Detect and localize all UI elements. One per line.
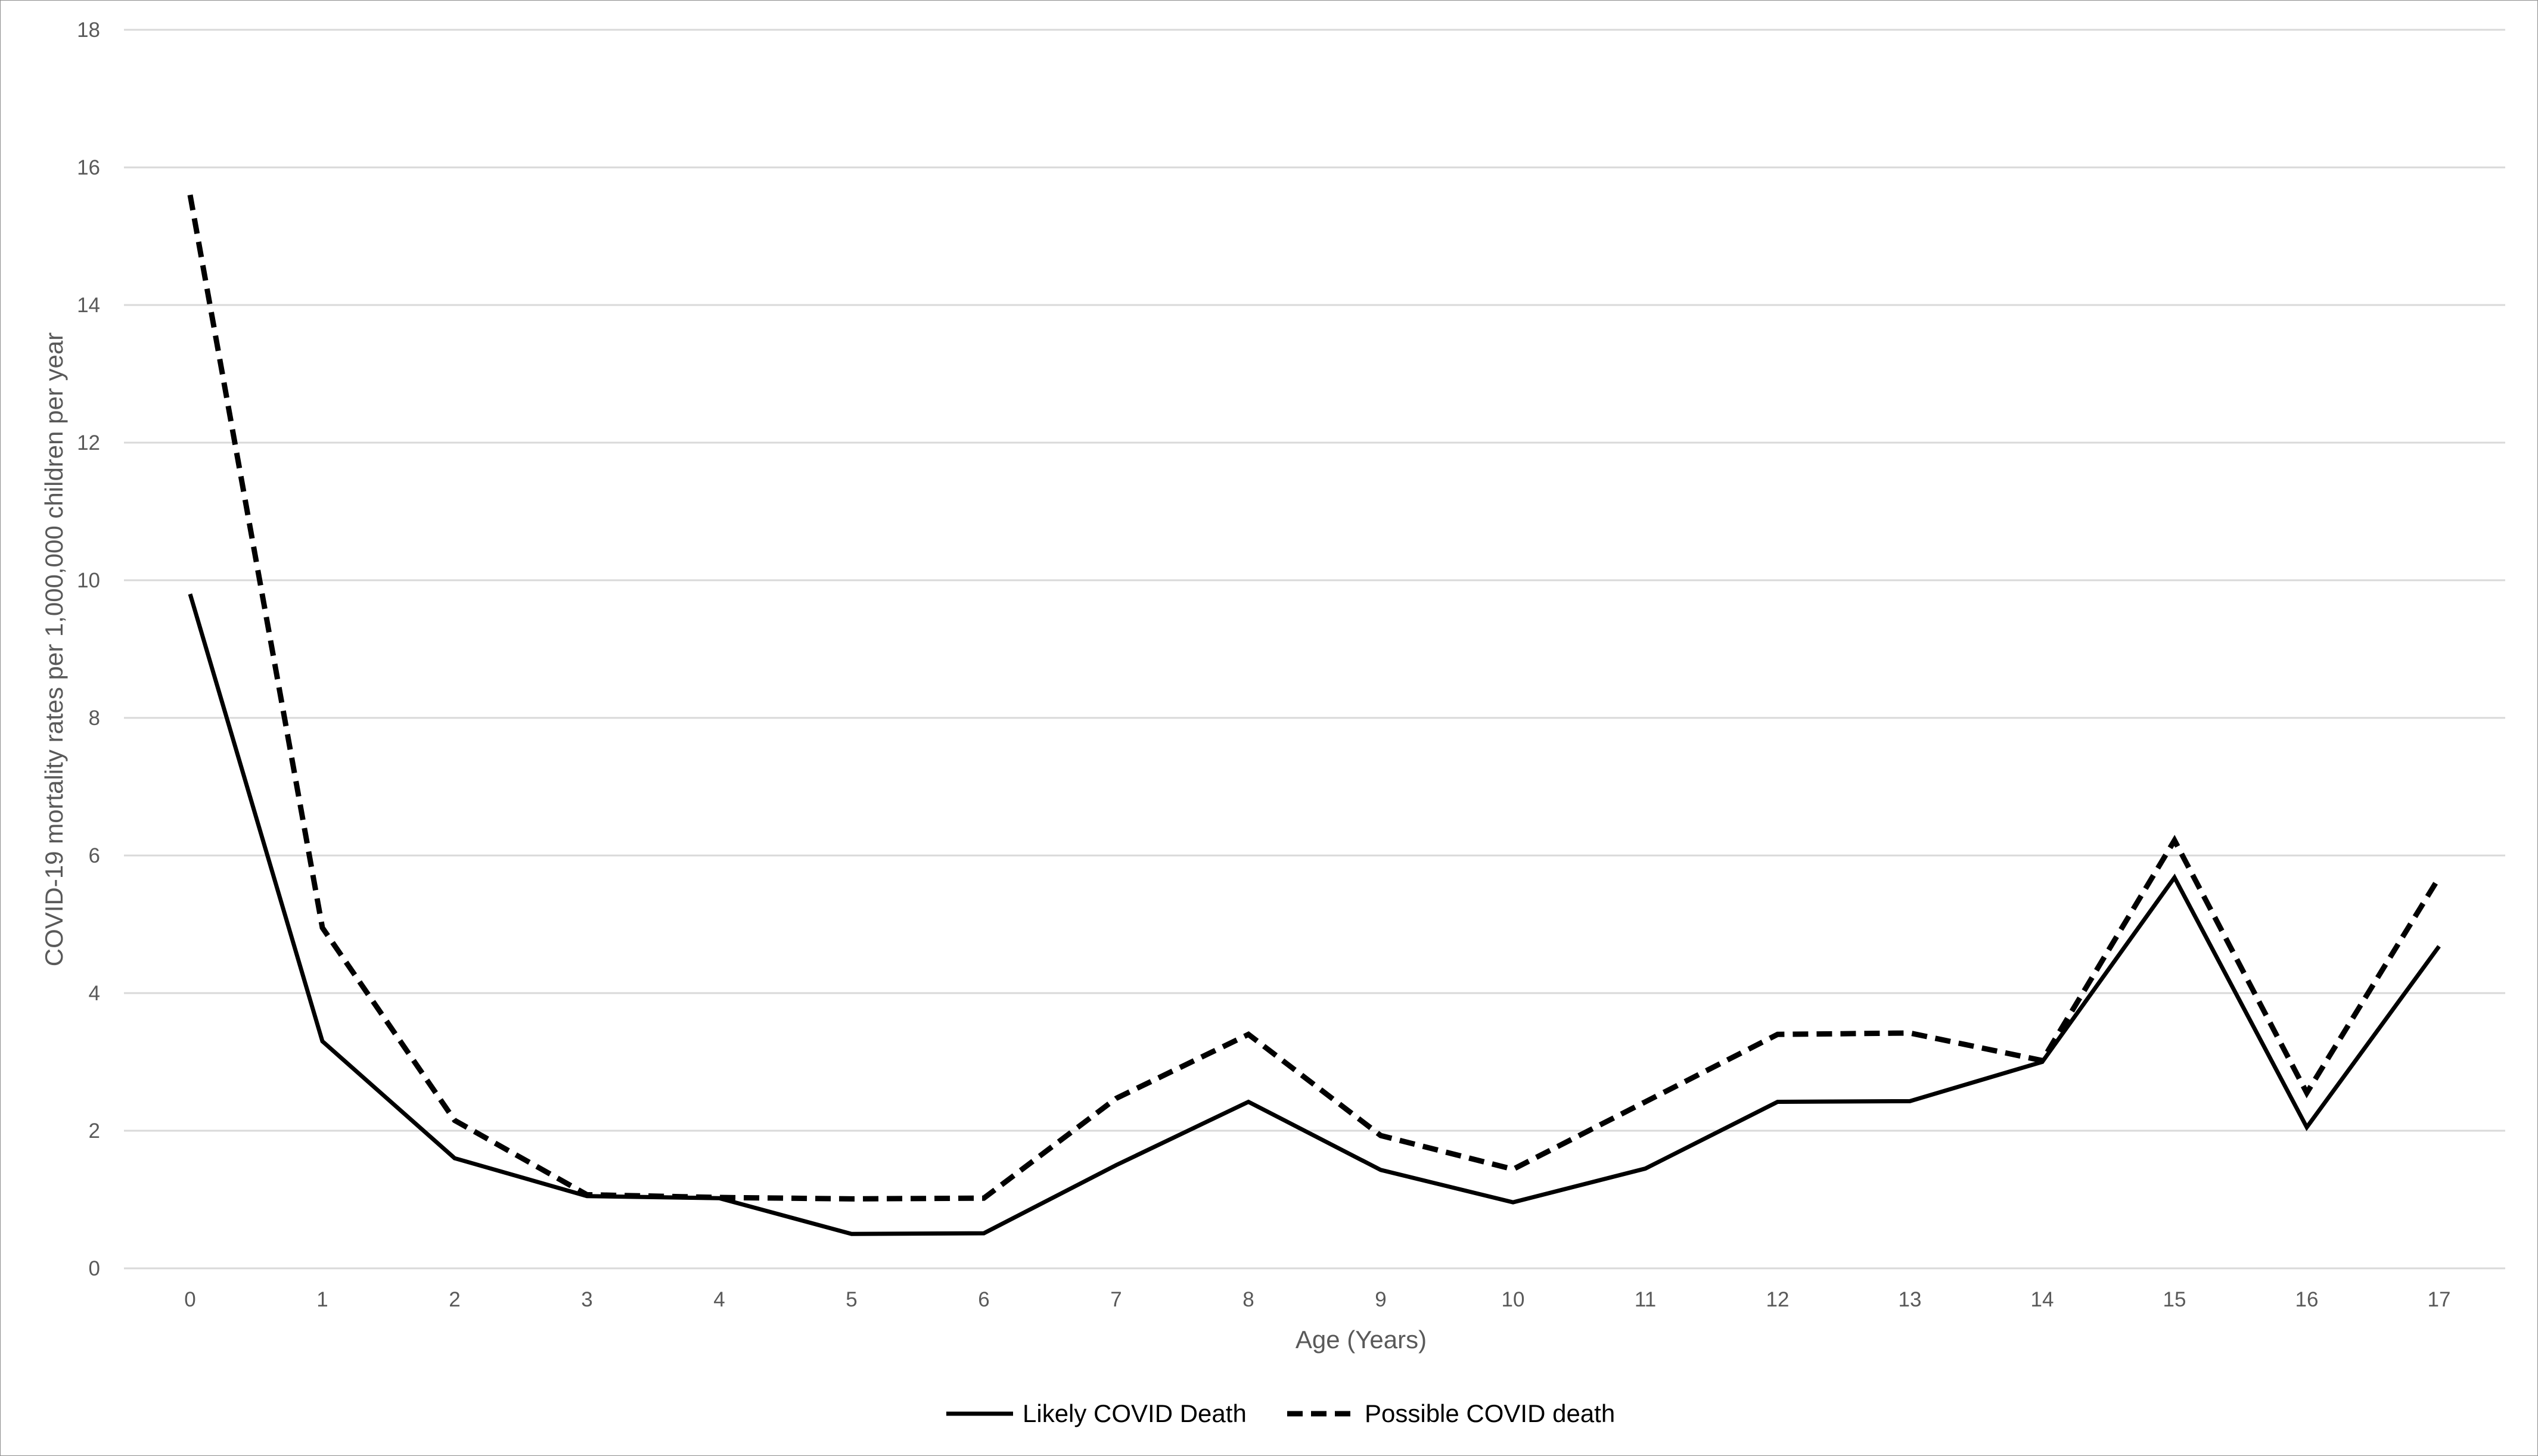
y-axis-tick-labels: 0 2 4 6 8 10 12 14 16 18 — [77, 18, 100, 1280]
x-tick-label: 17 — [2428, 1288, 2451, 1311]
y-tick-label: 16 — [77, 156, 100, 179]
y-tick-label: 14 — [77, 294, 100, 317]
x-axis-tick-labels: 0 1 2 3 4 5 6 7 8 9 10 11 12 13 14 15 16 17 — [184, 1288, 2450, 1311]
y-tick-label: 2 — [89, 1119, 100, 1143]
x-tick-label: 4 — [713, 1288, 725, 1311]
x-tick-label: 14 — [2031, 1288, 2054, 1311]
y-tick-label: 18 — [77, 18, 100, 42]
gridlines — [124, 29, 2505, 1132]
legend-label: Likely COVID Death — [1023, 1399, 1247, 1427]
x-tick-label: 6 — [978, 1288, 989, 1311]
y-tick-label: 0 — [89, 1257, 100, 1280]
x-tick-label: 12 — [1766, 1288, 1790, 1311]
x-tick-label: 2 — [449, 1288, 460, 1311]
y-axis-title: COVID-19 mortality rates per 1,000,000 c… — [40, 332, 68, 967]
y-tick-label: 4 — [89, 982, 100, 1005]
series-lines — [187, 194, 2441, 1236]
y-tick-label: 8 — [89, 707, 100, 730]
legend: Likely COVID Death Possible COVID death — [946, 1399, 1615, 1427]
y-tick-label: 10 — [77, 569, 100, 592]
x-tick-label: 15 — [2163, 1288, 2186, 1311]
x-tick-label: 7 — [1110, 1288, 1122, 1311]
x-tick-label: 11 — [1635, 1288, 1656, 1311]
possible-covid-death-line — [187, 194, 2441, 1202]
x-tick-label: 10 — [1502, 1288, 1525, 1311]
x-tick-label: 13 — [1899, 1288, 1922, 1311]
x-tick-label: 1 — [316, 1288, 328, 1311]
legend-label: Possible COVID death — [1365, 1399, 1615, 1427]
x-tick-label: 5 — [846, 1288, 857, 1311]
x-axis-title: Age (Years) — [1296, 1326, 1427, 1354]
x-tick-label: 3 — [581, 1288, 592, 1311]
y-tick-label: 12 — [77, 431, 100, 455]
y-tick-label: 6 — [89, 844, 100, 867]
x-tick-label: 8 — [1242, 1288, 1254, 1311]
x-tick-label: 0 — [184, 1288, 195, 1311]
x-tick-label: 9 — [1375, 1288, 1386, 1311]
likely-covid-death-line — [188, 593, 2441, 1236]
x-tick-label: 16 — [2295, 1288, 2319, 1311]
